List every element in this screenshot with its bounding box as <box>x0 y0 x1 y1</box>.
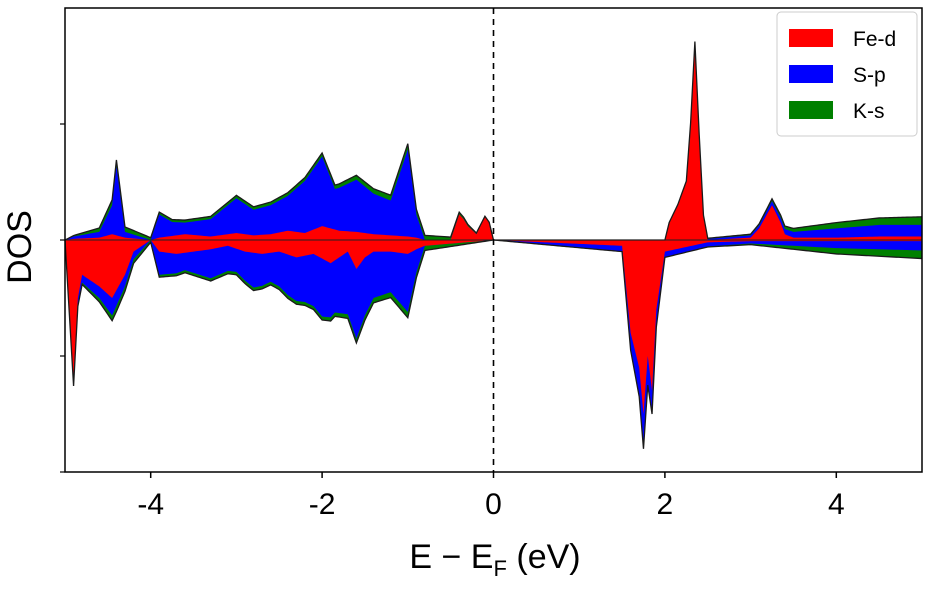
y-axis-ticks <box>60 123 65 473</box>
x-tick-label: 2 <box>657 488 674 521</box>
legend-swatch-fe-d <box>789 29 833 47</box>
x-tick-label: 4 <box>828 488 845 521</box>
legend-label-k-s: K-s <box>853 100 885 123</box>
x-tick-label: -4 <box>137 488 164 521</box>
legend-swatch-s-p <box>789 65 833 83</box>
x-tick-label: -2 <box>309 488 336 521</box>
legend-label-s-p: S-p <box>853 64 886 87</box>
legend: Fe-d S-p K-s <box>776 11 918 137</box>
legend-swatch-k-s <box>789 101 833 119</box>
y-axis-label: DOS <box>1 210 39 284</box>
x-tick-label: 0 <box>485 488 502 521</box>
x-axis-label: E − EF (eV) <box>409 538 580 581</box>
x-axis-ticks: -4 -2 0 2 4 <box>137 472 845 521</box>
legend-label-fe-d: Fe-d <box>853 28 896 51</box>
